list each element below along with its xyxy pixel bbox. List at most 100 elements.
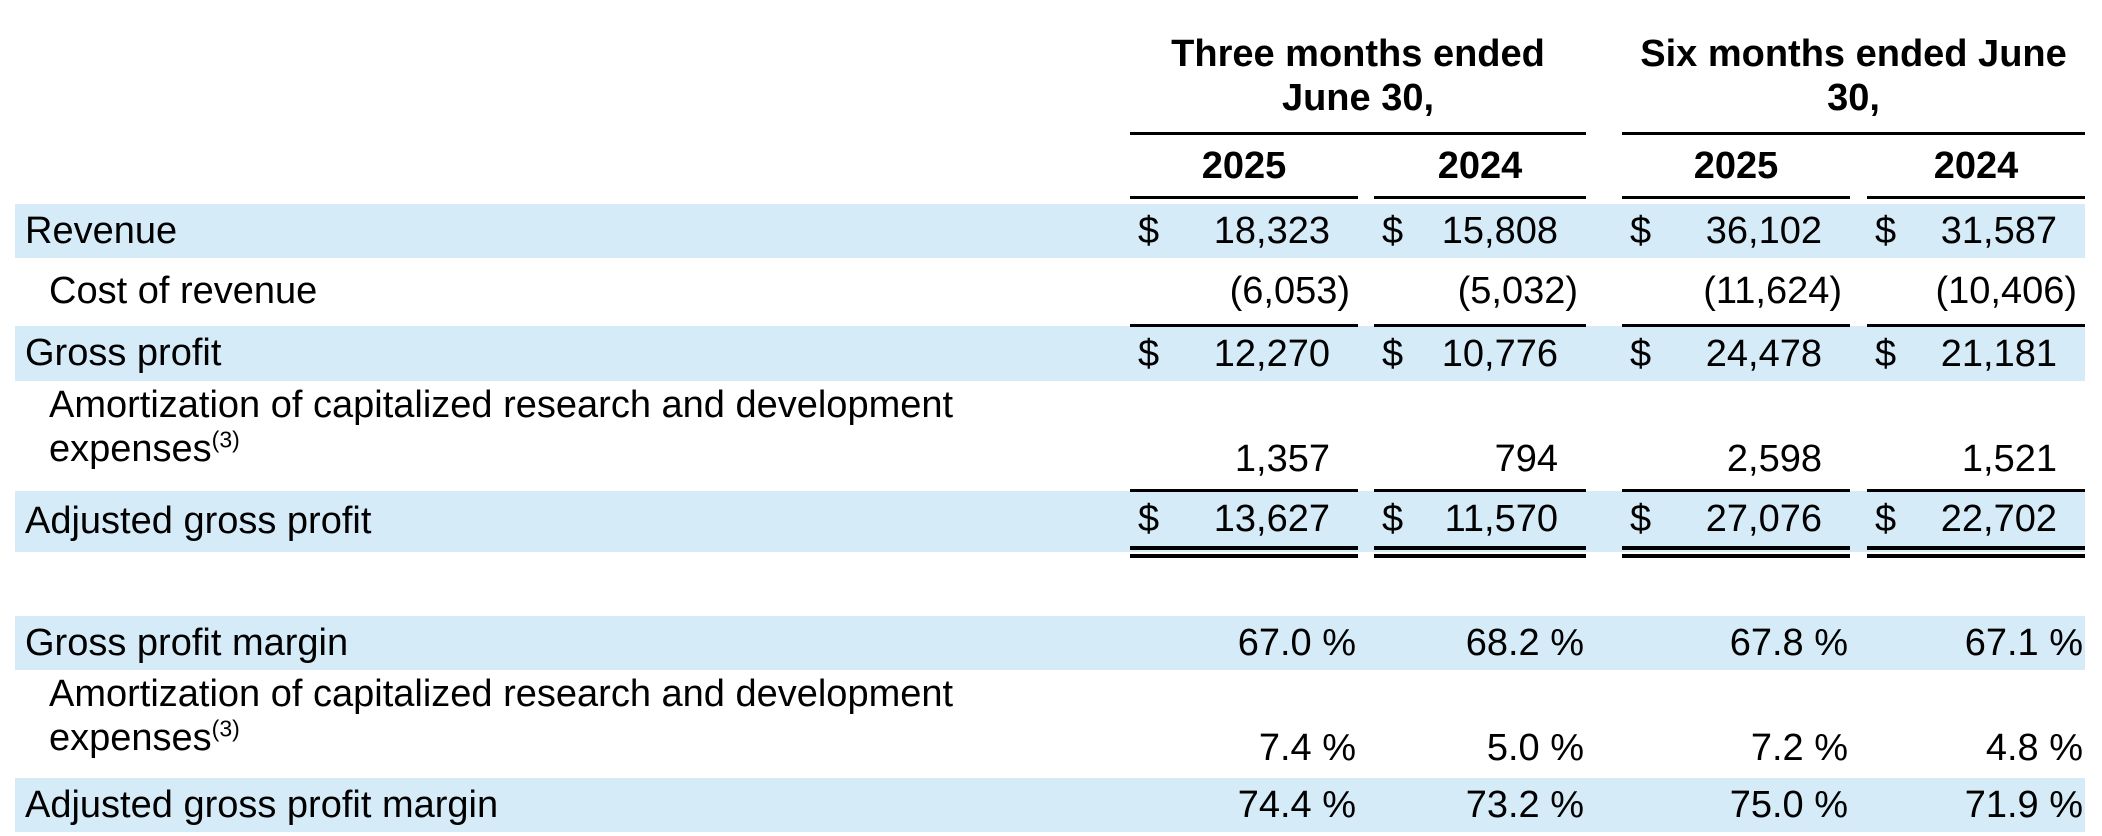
- col-gap: [1850, 258, 1867, 326]
- year-label-spacer: [15, 134, 1130, 198]
- row-gross-profit: Gross profit $12,270 $10,776 $24,478 $21…: [15, 325, 2086, 381]
- year-col-3mo-2025: 2025: [1130, 133, 1358, 199]
- currency-symbol: $: [1875, 332, 1897, 375]
- col-gap: [1586, 381, 1622, 491]
- col-gap: [1586, 258, 1622, 326]
- col-gap: [1850, 381, 1867, 491]
- col-gap: [1358, 381, 1374, 491]
- row-revenue: Revenue $18,323 $15,808 $36,102 $31,587: [15, 204, 2086, 258]
- row-label: Adjusted gross profit margin: [15, 778, 1130, 832]
- value-cell: 73.2 %: [1374, 778, 1586, 832]
- row-adjusted-gross-profit: Adjusted gross profit $13,627 $11,570 $2…: [15, 490, 2086, 558]
- currency-symbol: $: [1630, 332, 1652, 375]
- col-gap: [1586, 778, 1622, 832]
- col-gap: [1358, 134, 1374, 198]
- col-gap: [1358, 258, 1374, 326]
- col-gap: [1586, 204, 1622, 258]
- currency-symbol: $: [1630, 497, 1652, 540]
- value-cell: 1,521: [1867, 381, 2086, 492]
- value: 22,702: [1940, 497, 2058, 540]
- value: 11,570: [1444, 497, 1558, 540]
- money-cell: $11,570: [1374, 490, 1586, 558]
- year-header-row: 2025 2024 2025 2024: [15, 133, 2086, 199]
- value: 31,587: [1940, 209, 2058, 252]
- row-gross-profit-margin: Gross profit margin 67.0 % 68.2 % 67.8 %…: [15, 616, 2086, 670]
- col-group-six-months: Six months ended June 30,: [1622, 26, 2086, 135]
- money-cell: $15,808: [1374, 204, 1586, 258]
- col-gap: [1586, 325, 1622, 381]
- gross-profit-table: Three months ended June 30, Six months e…: [15, 26, 2086, 832]
- col-gap: [1358, 490, 1374, 552]
- value-cell: (6,053): [1130, 258, 1358, 327]
- currency-symbol: $: [1382, 209, 1404, 252]
- money-cell: $24,478: [1622, 325, 1850, 381]
- money-cell: $18,323: [1130, 204, 1358, 258]
- col-gap: [1850, 616, 1867, 670]
- value-cell: (5,032): [1374, 258, 1586, 327]
- value: 10,776: [1441, 332, 1558, 375]
- group-gap: [1586, 26, 1622, 134]
- value-cell: 68.2 %: [1374, 616, 1586, 670]
- row-label: Amortization of capitalized research and…: [15, 670, 1130, 778]
- year-col-3mo-2024: 2024: [1374, 133, 1586, 199]
- col-gap: [1850, 134, 1867, 198]
- value-cell: 67.1 %: [1867, 616, 2086, 670]
- value: 13,627: [1213, 497, 1330, 540]
- currency-symbol: $: [1382, 332, 1404, 375]
- period-group-header-row: Three months ended June 30, Six months e…: [15, 26, 2086, 135]
- year-col-6mo-2024: 2024: [1867, 133, 2086, 199]
- value: 24,478: [1705, 332, 1822, 375]
- currency-symbol: $: [1138, 332, 1160, 375]
- value-cell: 74.4 %: [1130, 778, 1358, 832]
- currency-symbol: $: [1875, 209, 1897, 252]
- value-cell: 1,357: [1130, 381, 1358, 492]
- value-cell: 7.2 %: [1750, 727, 1848, 769]
- col-gap: [1358, 204, 1374, 258]
- row-label: Gross profit margin: [15, 616, 1130, 670]
- money-cell: $31,587: [1867, 204, 2086, 258]
- value-cell: 75.0 %: [1622, 778, 1850, 832]
- money-cell: $12,270: [1130, 325, 1358, 381]
- col-gap: [1358, 670, 1374, 778]
- row-label-text: Amortization of capitalized research and…: [49, 673, 954, 759]
- row-label: Cost of revenue: [49, 270, 318, 313]
- row-adjusted-gross-profit-margin: Adjusted gross profit margin 74.4 % 73.2…: [15, 778, 2086, 832]
- year-col-6mo-2025: 2025: [1622, 133, 1850, 199]
- currency-symbol: $: [1875, 497, 1897, 540]
- col-gap: [1586, 490, 1622, 552]
- money-cell: $36,102: [1622, 204, 1850, 258]
- col-gap: [1850, 204, 1867, 258]
- value: 21,181: [1940, 332, 2058, 375]
- value: 27,076: [1705, 497, 1822, 540]
- col-gap: [1358, 616, 1374, 670]
- col-gap: [1586, 616, 1622, 670]
- col-gap: [1850, 778, 1867, 832]
- value: 15,808: [1441, 209, 1558, 252]
- footnote-3: (3): [211, 426, 240, 453]
- value-cell: 71.9 %: [1867, 778, 2086, 832]
- col-gap: [1850, 670, 1867, 778]
- col-gap: [1850, 325, 1867, 381]
- value: 12,270: [1213, 332, 1330, 375]
- value: 18,323: [1213, 209, 1330, 252]
- value-cell: 67.0 %: [1130, 616, 1358, 670]
- currency-symbol: $: [1138, 209, 1160, 252]
- value-cell: 4.8 %: [1985, 727, 2084, 769]
- row-label: Revenue: [15, 204, 1130, 258]
- col-gap: [1850, 490, 1867, 552]
- row-label: Adjusted gross profit: [15, 490, 1130, 552]
- value-cell: 794: [1374, 381, 1586, 492]
- value-cell: 67.8 %: [1622, 616, 1850, 670]
- money-cell: $27,076: [1622, 490, 1850, 558]
- col-group-three-months: Three months ended June 30,: [1130, 26, 1586, 135]
- currency-symbol: $: [1630, 209, 1652, 252]
- money-cell: $10,776: [1374, 325, 1586, 381]
- money-cell: $22,702: [1867, 490, 2086, 558]
- currency-symbol: $: [1382, 497, 1404, 540]
- col-gap: [1358, 325, 1374, 381]
- currency-symbol: $: [1138, 497, 1160, 540]
- value-cell: 5.0 %: [1486, 727, 1584, 769]
- row-label: Amortization of capitalized research and…: [15, 381, 1130, 491]
- value-cell: (10,406): [1867, 258, 2086, 327]
